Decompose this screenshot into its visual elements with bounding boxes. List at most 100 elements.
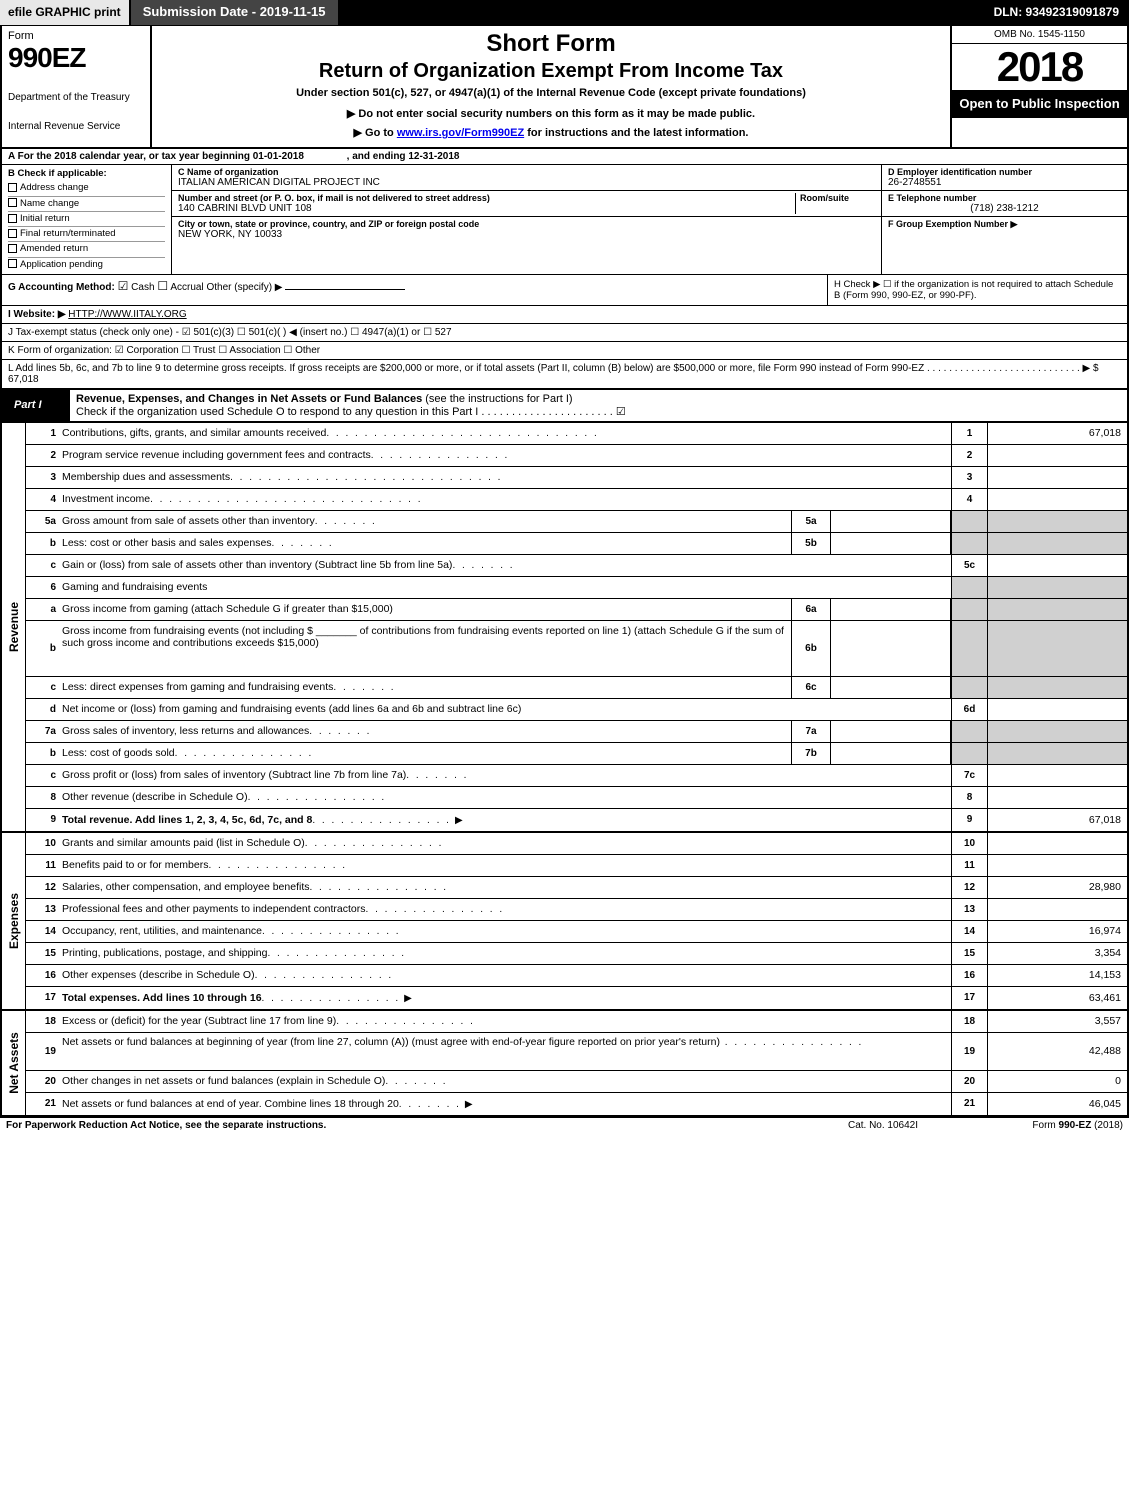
checkbox-address-change[interactable] [8,183,17,192]
ln6d-num: d [26,699,60,720]
checkbox-app-pending[interactable] [8,259,17,268]
ln6c-sub: 6c [791,677,831,698]
ln15-desc: Printing, publications, postage, and shi… [60,943,951,964]
ln5b-desc: Less: cost or other basis and sales expe… [60,533,791,554]
ln8-desc: Other revenue (describe in Schedule O) [60,787,951,808]
ln5b-val [987,533,1127,554]
ln5a-val [987,511,1127,532]
ln3-num: 3 [26,467,60,488]
footer-formref: Form 990-EZ (2018) [963,1120,1123,1131]
side-netassets: Net Assets [2,1011,26,1115]
checkbox-cash[interactable]: ☑ [118,279,129,293]
f-label: F Group Exemption Number ▶ [888,219,1121,230]
ein: 26-2748551 [888,177,1121,188]
ln9-ln: 9 [951,809,987,831]
ln6b-sub: 6b [791,621,831,676]
form-number: 990EZ [8,42,144,74]
row-a-end: , and ending 12-31-2018 [347,151,460,162]
goto-post: for instructions and the latest informat… [527,127,748,139]
g-accounting: G Accounting Method: ☑ Cash ☐ Accrual Ot… [2,275,827,305]
ln5c-desc: Gain or (loss) from sale of assets other… [60,555,951,576]
part1-label: Part I [2,390,70,421]
ln6a-sub: 6a [791,599,831,620]
ln7b-val [987,743,1127,764]
ln18-num: 18 [26,1011,60,1032]
efile-print[interactable]: efile GRAPHIC print [0,0,131,25]
ln9-desc: Total revenue. Add lines 1, 2, 3, 4, 5c,… [60,809,951,831]
ln10-desc: Grants and similar amounts paid (list in… [60,833,951,854]
checkbox-name-change[interactable] [8,198,17,207]
ln15-val: 3,354 [987,943,1127,964]
checkbox-accrual[interactable]: ☐ [157,279,168,293]
page-footer: For Paperwork Reduction Act Notice, see … [0,1117,1129,1133]
ln6-desc: Gaming and fundraising events [60,577,951,598]
form-header: Form 990EZ Department of the Treasury In… [0,26,1129,149]
g-cash: Cash [131,282,154,293]
goto-link[interactable]: www.irs.gov/Form990EZ [397,127,524,139]
ln6-num: 6 [26,577,60,598]
ln11-val [987,855,1127,876]
ln5c-num: c [26,555,60,576]
section-def: D Employer identification number 26-2748… [882,165,1127,274]
ln7a-num: 7a [26,721,60,742]
return-title: Return of Organization Exempt From Incom… [162,60,940,83]
arrow-icon [461,1098,473,1110]
ln21-num: 21 [26,1093,60,1115]
ln7b-ln [951,743,987,764]
ln6a-desc: Gross income from gaming (attach Schedul… [60,599,791,620]
ln5a-num: 5a [26,511,60,532]
checkbox-initial-return[interactable] [8,214,17,223]
ln5b-sub: 5b [791,533,831,554]
ln8-ln: 8 [951,787,987,808]
ln13-desc: Professional fees and other payments to … [60,899,951,920]
website-url[interactable]: HTTP://WWW.IITALY.ORG [68,309,186,320]
ln5a-desc: Gross amount from sale of assets other t… [60,511,791,532]
info-block: B Check if applicable: Address change Na… [0,165,1129,275]
ln12-ln: 12 [951,877,987,898]
header-right: OMB No. 1545-1150 2018 Open to Public In… [952,26,1127,147]
ln17-desc: Total expenses. Add lines 10 through 16 [60,987,951,1009]
ln2-ln: 2 [951,445,987,466]
addr-change: Address change [20,182,89,193]
ln7c-desc: Gross profit or (loss) from sales of inv… [60,765,951,786]
ln14-desc: Occupancy, rent, utilities, and maintena… [60,921,951,942]
ln1-val: 67,018 [987,423,1127,444]
ln6b-num: b [26,621,60,676]
side-expenses: Expenses [2,833,26,1009]
ln4-ln: 4 [951,489,987,510]
open-to-public: Open to Public Inspection [952,90,1127,118]
ln20-desc: Other changes in net assets or fund bala… [60,1071,951,1092]
ln6a-subval [831,599,951,620]
ln10-val [987,833,1127,854]
part1-check: Check if the organization used Schedule … [76,406,626,418]
ln13-ln: 13 [951,899,987,920]
ln19-num: 19 [26,1033,60,1070]
ln4-desc: Investment income [60,489,951,510]
ln20-val: 0 [987,1071,1127,1092]
ln3-ln: 3 [951,467,987,488]
ln7b-subval [831,743,951,764]
goto-line: ▶ Go to www.irs.gov/Form990EZ for instru… [162,126,940,139]
ln19-val: 42,488 [987,1033,1127,1070]
ln6d-ln: 6d [951,699,987,720]
checkbox-final-return[interactable] [8,229,17,238]
expenses-table: Expenses 10 Grants and similar amounts p… [0,833,1129,1011]
amended-return: Amended return [20,243,88,254]
ln6b-subval [831,621,951,676]
ln21-val: 46,045 [987,1093,1127,1115]
ln5b-subval [831,533,951,554]
ln1-num: 1 [26,423,60,444]
ln7a-desc: Gross sales of inventory, less returns a… [60,721,791,742]
ln13-num: 13 [26,899,60,920]
dept-treasury: Department of the Treasury [8,92,144,103]
goto-pre: ▶ Go to [354,127,397,139]
ln20-ln: 20 [951,1071,987,1092]
row-a-text: A For the 2018 calendar year, or tax yea… [2,149,1127,164]
irs: Internal Revenue Service [8,121,144,132]
checkbox-amended[interactable] [8,244,17,253]
ln15-num: 15 [26,943,60,964]
ln5b-ln [951,533,987,554]
ln7b-desc: Less: cost of goods sold [60,743,791,764]
header-left: Form 990EZ Department of the Treasury In… [2,26,152,147]
ln21-desc: Net assets or fund balances at end of ye… [60,1093,951,1115]
